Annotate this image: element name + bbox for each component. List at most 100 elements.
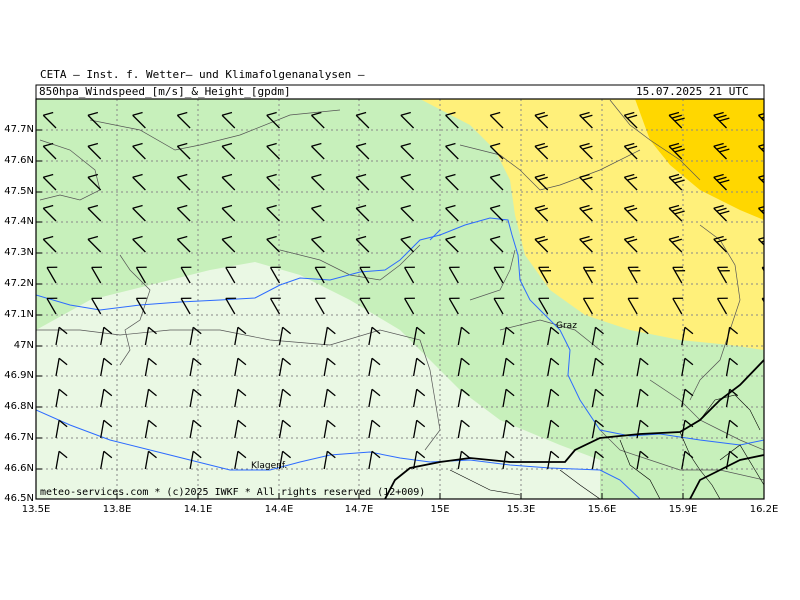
wind-barb [323, 326, 336, 346]
wind-barb [135, 297, 147, 315]
lat-label: 47.1N [4, 309, 34, 320]
wind-barb [132, 204, 146, 222]
lon-label: 15.3E [506, 504, 536, 515]
wind-barbs [42, 111, 783, 470]
wind-barb [412, 388, 426, 408]
wind-barb [668, 142, 685, 160]
wind-barb [493, 266, 505, 284]
wind-barb [189, 419, 202, 439]
wind-barb [668, 111, 685, 129]
wind-barb [591, 388, 604, 408]
wind-barb [100, 326, 113, 346]
wind-barb [400, 173, 415, 191]
lat-label: 46.6N [4, 463, 34, 474]
wind-barb [135, 266, 147, 284]
wind-barb [445, 111, 459, 129]
wind-barb [100, 419, 113, 439]
wind-barb [55, 326, 68, 346]
wind-barb [176, 111, 191, 129]
wind-barb [144, 419, 157, 439]
wind-barb [144, 357, 157, 377]
wind-barb [91, 297, 103, 315]
wind-barb [582, 297, 594, 315]
wind-barb [355, 173, 370, 191]
lat-label: 47.4N [4, 216, 34, 227]
wind-barb [278, 357, 292, 377]
wind-barb [681, 388, 694, 408]
wind-barb [457, 357, 470, 377]
wind-barb [489, 142, 504, 160]
lat-label: 47.6N [4, 155, 34, 166]
wind-barb [725, 450, 739, 470]
wind-barb [457, 419, 470, 439]
wind-barb [681, 450, 694, 470]
wind-barb [87, 235, 102, 253]
wind-barb [144, 450, 157, 470]
wind-barb [404, 266, 415, 284]
wind-barb [502, 357, 515, 377]
wind-barb [234, 388, 247, 408]
wind-barb [636, 326, 649, 346]
wind-barb [234, 357, 247, 377]
wind-barb [445, 142, 459, 160]
wind-barb [359, 297, 371, 315]
wind-barb [502, 388, 515, 408]
wind-barb [355, 142, 370, 160]
wind-barb [579, 142, 593, 160]
wind-barb [582, 266, 596, 284]
wind-barb [176, 204, 191, 222]
wind-barb [489, 235, 504, 253]
lon-label: 13.8E [102, 504, 132, 515]
wind-barb [87, 142, 102, 160]
wind-barb [355, 235, 370, 253]
lon-label: 14.1E [183, 504, 213, 515]
wind-barb [412, 326, 426, 346]
header-frame [35, 84, 765, 100]
wind-barb [87, 111, 102, 129]
wind-barb [489, 204, 504, 222]
wind-barb [725, 388, 739, 408]
lat-label: 46.9N [4, 370, 34, 381]
wind-barb [591, 450, 604, 470]
wind-barb [771, 451, 783, 470]
wind-barb [311, 111, 325, 129]
wind-barb [278, 388, 292, 408]
wind-barb [771, 420, 783, 439]
wind-barb [579, 204, 593, 222]
wind-barb [713, 142, 730, 160]
wind-barb [725, 419, 739, 439]
wind-barb [278, 326, 292, 346]
wind-barb [681, 419, 694, 439]
wind-barb [87, 204, 102, 222]
wind-zone-low [36, 262, 600, 499]
wind-barb [502, 450, 515, 470]
wind-barb [55, 419, 68, 439]
wind-barb [534, 173, 549, 191]
wind-barb [579, 235, 593, 253]
wind-barb [627, 266, 641, 284]
wind-barb [547, 326, 560, 346]
wind-barb [323, 419, 336, 439]
wind-barb [538, 297, 550, 315]
lat-label: 46.5N [4, 493, 34, 504]
wind-barb [538, 266, 552, 284]
lat-label: 47N [13, 340, 34, 351]
lon-label: 13.5E [21, 504, 51, 515]
wind-barb [534, 204, 549, 222]
wind-barb [725, 326, 739, 346]
wind-barb [314, 297, 326, 315]
wind-barb [400, 204, 415, 222]
wind-barb [547, 419, 560, 439]
wind-barb [266, 235, 280, 253]
wind-barb [400, 111, 415, 129]
grid-lines [36, 99, 764, 499]
wind-barb [221, 142, 236, 160]
wind-barb [445, 173, 459, 191]
wind-barb [132, 142, 146, 160]
wind-barb [91, 266, 103, 284]
wind-barb [55, 357, 68, 377]
wind-barb [368, 357, 381, 377]
wind-barb [591, 357, 604, 377]
wind-barb [716, 297, 728, 315]
district-boundaries [36, 99, 764, 481]
